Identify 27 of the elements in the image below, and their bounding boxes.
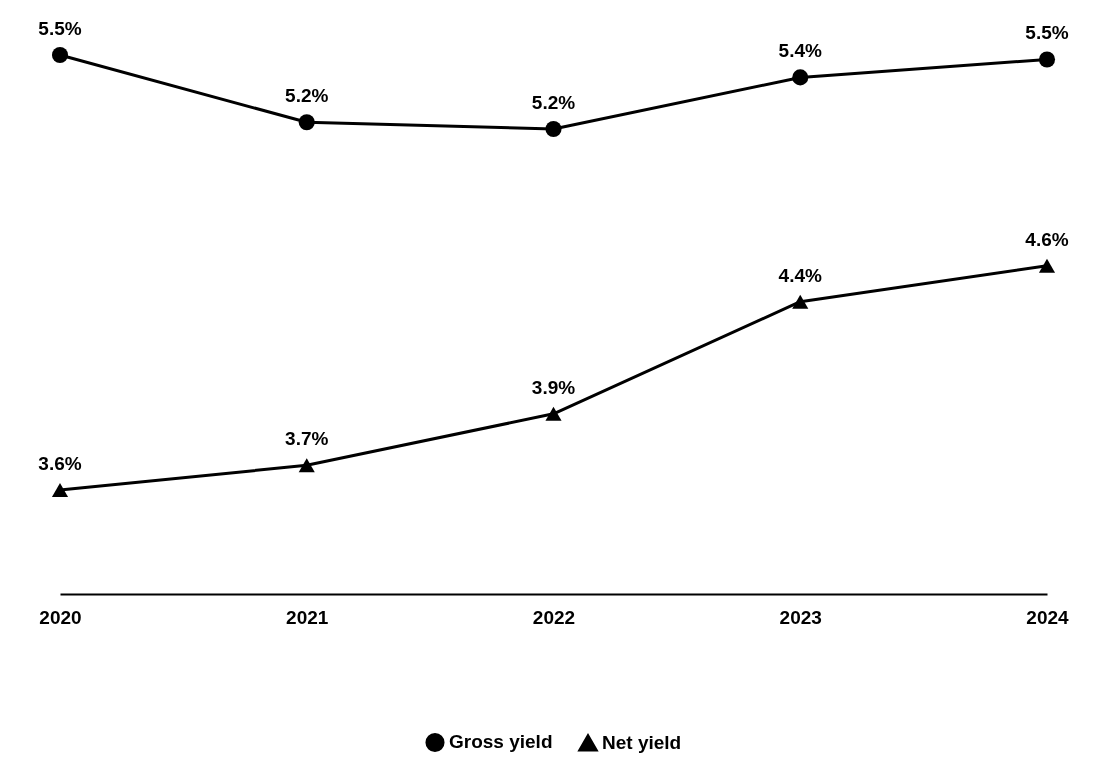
data-label: 5.5%: [38, 18, 82, 39]
data-label: 5.5%: [1025, 22, 1069, 44]
point: [792, 69, 809, 86]
x-tick-label: 2021: [286, 606, 329, 628]
data-label: 4.6%: [1025, 228, 1069, 250]
x-tick-label: 2020: [39, 606, 82, 628]
data-label: 5.4%: [778, 40, 823, 62]
data-label: 3.6%: [38, 453, 82, 474]
data-label: 3.7%: [285, 428, 329, 450]
point: [1038, 51, 1056, 68]
x-tick-label: 2024: [1026, 606, 1070, 628]
data-label: 5.2%: [285, 85, 329, 107]
data-label: 5.2%: [531, 91, 576, 113]
data-label: 3.9%: [531, 376, 576, 398]
x-tick-label: 2022: [532, 606, 576, 628]
point: [51, 483, 69, 497]
x-tick-label: 2023: [779, 606, 822, 628]
legend-label: Net yield: [602, 732, 682, 754]
point: [298, 114, 315, 131]
point: [792, 294, 809, 309]
point: [545, 406, 562, 421]
point: [1038, 258, 1056, 273]
point: [51, 46, 69, 64]
data-label: 4.4%: [778, 264, 823, 286]
point: [545, 120, 562, 138]
point: [298, 458, 315, 473]
legend-label: Gross yield: [449, 731, 553, 753]
